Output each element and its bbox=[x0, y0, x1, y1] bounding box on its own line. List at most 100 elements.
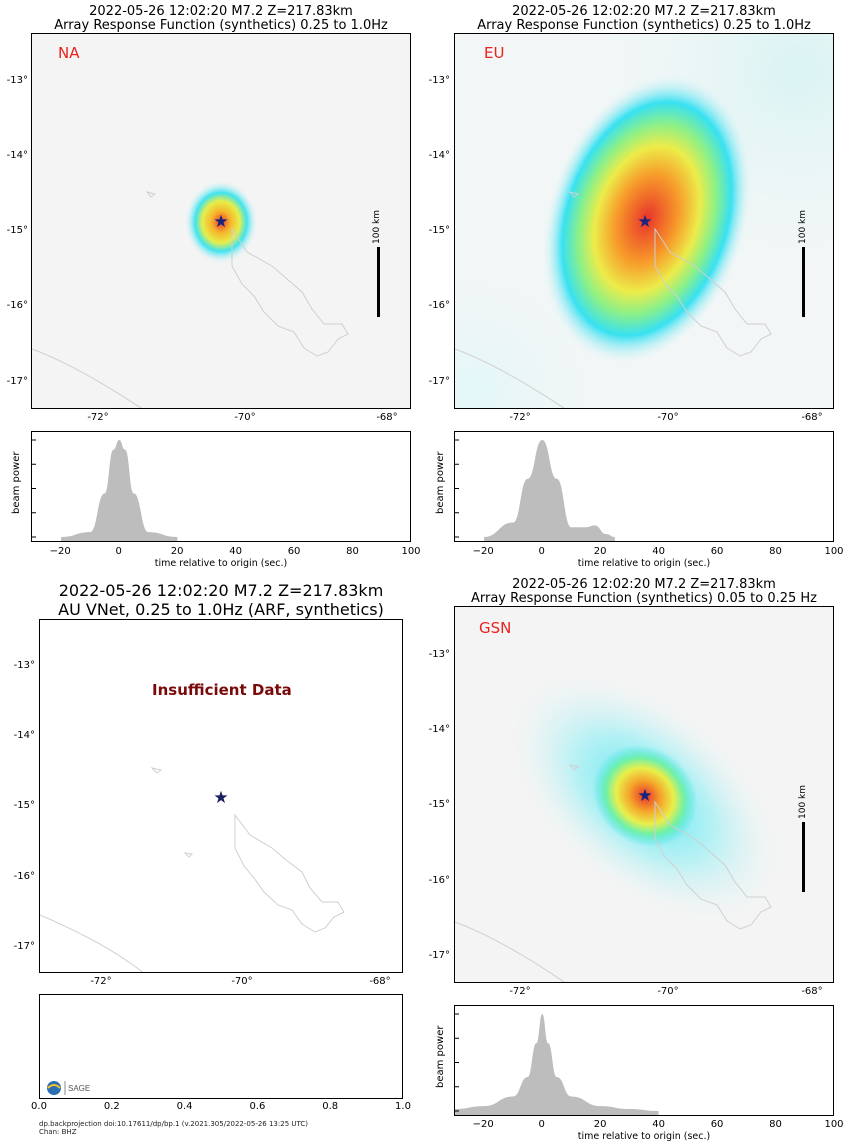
map-na: ★ NA 100 km bbox=[31, 33, 411, 409]
lon-tick: -70° bbox=[234, 412, 256, 423]
islet-au-2 bbox=[183, 852, 194, 858]
lake-au bbox=[234, 813, 345, 933]
lake-eu bbox=[654, 227, 772, 357]
beam-x-tick-label: 0 bbox=[538, 546, 545, 557]
panel-na-title-line1: 2022-05-26 12:02:20 M7.2 Z=217.83km bbox=[89, 4, 353, 19]
scale-bar-gsn bbox=[802, 822, 805, 892]
beam-x-tick-label: 100 bbox=[824, 1119, 844, 1130]
insufficient-data-message: Insufficient Data bbox=[152, 681, 292, 699]
map-eu-svg: ★ bbox=[455, 34, 833, 408]
lat-tick: -17° bbox=[6, 376, 28, 387]
sage-logo-swoosh bbox=[47, 1084, 61, 1089]
network-label-na: NA bbox=[58, 44, 80, 62]
epicenter-star-gsn: ★ bbox=[637, 786, 652, 806]
panel-na-title-line2: Array Response Function (synthetics) 0.2… bbox=[54, 18, 388, 33]
lake-gsn bbox=[654, 800, 772, 930]
beam-power-area bbox=[484, 440, 615, 541]
lon-tick: -70° bbox=[657, 986, 679, 997]
lon-tick: -72° bbox=[90, 976, 112, 987]
beam-x-tick-label: 40 bbox=[652, 1119, 665, 1130]
beam-xlabel-gsn: time relative to origin (sec.) bbox=[577, 1131, 711, 1142]
lon-tick: -72° bbox=[509, 412, 531, 423]
sage-logo-globe bbox=[47, 1081, 61, 1095]
coastline-gsn bbox=[455, 921, 565, 982]
beam-xticks-au: 0.0 0.2 0.4 0.6 0.8 1.0 bbox=[31, 1101, 411, 1113]
lat-tick: -16° bbox=[13, 871, 35, 882]
beam-xticks-eu: −20 0 20 40 60 80 100 bbox=[454, 546, 844, 558]
map-gsn-svg: ★ bbox=[455, 668, 786, 982]
scale-bar-na bbox=[377, 247, 380, 317]
beam-xlabel-na: time relative to origin (sec.) bbox=[154, 558, 288, 569]
lon-tick: -68° bbox=[369, 976, 391, 987]
scale-label-eu: 100 km bbox=[798, 209, 808, 244]
coastline-eu bbox=[455, 348, 565, 408]
beam-power-svg bbox=[455, 1013, 659, 1115]
beam-ylabel-eu: beam power bbox=[435, 451, 446, 514]
coastline-au bbox=[40, 914, 144, 972]
epicenter-star-eu: ★ bbox=[637, 212, 652, 232]
lat-tick: -13° bbox=[6, 75, 28, 86]
lat-tick: -14° bbox=[428, 150, 450, 161]
lat-tick: -17° bbox=[13, 941, 35, 952]
map-au-svg: ★ bbox=[40, 767, 345, 972]
beam-x-tick-label: 60 bbox=[710, 1119, 724, 1130]
map-eu: ★ EU 100 km bbox=[454, 33, 834, 409]
beam-power-svg bbox=[32, 439, 178, 541]
sage-logo: SAGE bbox=[45, 1079, 105, 1097]
lat-tick: -16° bbox=[428, 875, 450, 886]
beam-x-tick-label: 40 bbox=[652, 546, 665, 557]
beam-xlabel-eu: time relative to origin (sec.) bbox=[577, 558, 711, 569]
empty-x-tick-label: 0.6 bbox=[249, 1101, 266, 1112]
beam-power-svg bbox=[455, 439, 615, 541]
panel-au-title-line1: 2022-05-26 12:02:20 M7.2 Z=217.83km bbox=[58, 581, 384, 600]
lat-tick: -13° bbox=[13, 660, 35, 671]
beam-plot-gsn bbox=[454, 1005, 834, 1116]
lat-tick: -16° bbox=[428, 300, 450, 311]
lon-tick: -72° bbox=[87, 412, 109, 423]
beam-x-tick-label: 80 bbox=[346, 546, 359, 557]
panel-gsn-title-line2: Array Response Function (synthetics) 0.0… bbox=[470, 591, 818, 606]
panel-au-title-line2: AU VNet, 0.25 to 1.0Hz (ARF, synthetics) bbox=[58, 600, 384, 619]
scale-bar-eu bbox=[802, 247, 805, 317]
epicenter-star-au: ★ bbox=[213, 788, 228, 808]
lat-tick: -15° bbox=[13, 800, 35, 811]
lat-tick: -15° bbox=[428, 225, 450, 236]
lat-tick: -14° bbox=[6, 150, 28, 161]
empty-x-tick-label: 0.0 bbox=[31, 1101, 47, 1112]
beam-x-tick-label: 0 bbox=[538, 1119, 545, 1130]
arf-heat-eu bbox=[541, 73, 753, 365]
beam-plot-eu bbox=[454, 431, 834, 542]
beam-ylabel-gsn: beam power bbox=[435, 1025, 446, 1088]
lon-tick: -68° bbox=[801, 412, 823, 423]
empty-x-tick-label: 0.4 bbox=[176, 1101, 193, 1112]
beam-x-tick-label: −20 bbox=[472, 546, 494, 557]
panel-gsn-title-line1: 2022-05-26 12:02:20 M7.2 Z=217.83km bbox=[512, 577, 776, 592]
beam-x-tick-label: 20 bbox=[170, 546, 184, 557]
beam-x-tick-label: −20 bbox=[49, 546, 71, 557]
lat-tick: -14° bbox=[13, 730, 35, 741]
lon-tick: -68° bbox=[376, 412, 398, 423]
sage-logo-text: SAGE bbox=[68, 1084, 90, 1093]
sage-logo-svg: SAGE bbox=[47, 1081, 90, 1095]
lon-tick: -72° bbox=[509, 986, 531, 997]
lon-tick: -70° bbox=[231, 976, 253, 987]
network-label-gsn: GSN bbox=[479, 619, 512, 637]
beam-ylabel-na: beam power bbox=[11, 451, 22, 514]
footer-doi: dp.backprojection doi:10.17611/dp/bp.1 (… bbox=[39, 1120, 308, 1128]
lat-tick: -17° bbox=[428, 950, 450, 961]
lat-tick: -13° bbox=[428, 75, 450, 86]
beam-x-tick-label: −20 bbox=[472, 1119, 494, 1130]
arf-heat-na bbox=[184, 180, 258, 264]
network-label-eu: EU bbox=[484, 44, 505, 62]
beam-power-area bbox=[61, 440, 178, 541]
lat-tick: -15° bbox=[428, 799, 450, 810]
empty-x-tick-label: 0.2 bbox=[103, 1101, 120, 1112]
islet-na bbox=[145, 191, 157, 198]
beam-x-tick-label: 100 bbox=[401, 546, 421, 557]
beam-x-tick-label: 40 bbox=[229, 546, 242, 557]
islet-gsn bbox=[568, 764, 580, 771]
panel-eu-title-line2: Array Response Function (synthetics) 0.2… bbox=[477, 18, 811, 33]
beam-x-tick-label: 20 bbox=[593, 546, 607, 557]
beam-x-tick-label: 60 bbox=[287, 546, 301, 557]
lat-tick: -13° bbox=[428, 649, 450, 660]
